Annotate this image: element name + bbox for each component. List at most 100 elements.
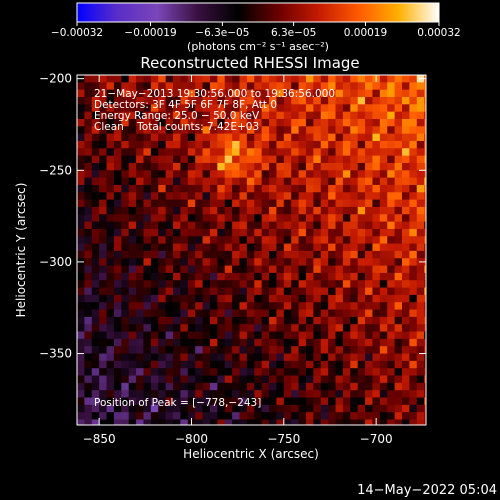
heatmap-cell (416, 404, 425, 413)
heatmap-cell (276, 111, 285, 120)
heatmap-cell (291, 214, 300, 223)
heatmap-cell (298, 412, 307, 421)
heatmap-cell (432, 75, 440, 83)
heatmap-cell (195, 302, 204, 311)
heatmap-cell (209, 170, 218, 179)
heatmap-cell (254, 258, 263, 267)
heatmap-cell (187, 162, 196, 171)
heatmap-cell (180, 419, 189, 425)
heatmap-cell (401, 243, 410, 252)
heatmap-cell (136, 206, 145, 215)
heatmap-cell (77, 133, 85, 142)
heatmap-cell (158, 419, 167, 425)
heatmap-cell (261, 294, 270, 303)
heatmap-cell (432, 390, 440, 398)
heatmap-cell (217, 287, 226, 296)
heatmap-cell (432, 178, 440, 186)
heatmap-cell (106, 206, 115, 215)
heatmap-cell (143, 148, 152, 157)
heatmap-cell (313, 412, 322, 421)
heatmap-cell (276, 184, 285, 193)
heatmap-cell (416, 360, 425, 369)
heatmap-cell (217, 346, 226, 355)
heatmap-cell (365, 390, 374, 399)
heatmap-cell (165, 111, 174, 120)
heatmap-cell (232, 338, 241, 347)
heatmap-cell (416, 368, 425, 377)
heatmap-cell (217, 250, 226, 259)
heatmap-cell (224, 140, 233, 149)
heatmap-cell (217, 280, 226, 289)
heatmap-cell (379, 338, 388, 347)
heatmap-cell (350, 206, 359, 215)
heatmap-cell (387, 221, 396, 230)
heatmap-cell (246, 272, 255, 281)
heatmap-cell (246, 309, 255, 318)
heatmap-cell (128, 206, 137, 215)
heatmap-cell (357, 192, 366, 201)
heatmap-cell (187, 214, 196, 223)
y-axis-label: Heliocentric Y (arcsec) (14, 183, 28, 318)
heatmap-cell (136, 170, 145, 179)
heatmap-cell (350, 316, 359, 325)
heatmap-cell (187, 118, 196, 127)
heatmap-cell (150, 331, 159, 340)
heatmap-cell (224, 375, 233, 384)
heatmap-cell (136, 96, 145, 105)
heatmap-cell (195, 148, 204, 157)
heatmap-cell (401, 104, 410, 113)
heatmap-cell (432, 302, 440, 310)
heatmap-cell (320, 368, 329, 377)
heatmap-cell (209, 177, 218, 186)
heatmap-cell (84, 148, 93, 157)
heatmap-cell (416, 236, 425, 245)
heatmap-cell (432, 251, 440, 259)
heatmap-cell (291, 375, 300, 384)
heatmap-cell (99, 206, 108, 215)
heatmap-cell (195, 265, 204, 274)
heatmap-cell (328, 192, 337, 201)
heatmap-cell (239, 133, 248, 142)
heatmap-cell (269, 140, 278, 149)
heatmap-cell (335, 228, 344, 237)
heatmap-cell (246, 192, 255, 201)
heatmap-cell (99, 221, 108, 230)
heatmap-cell (261, 140, 270, 149)
heatmap-cell (113, 280, 122, 289)
heatmap-cell (291, 338, 300, 347)
heatmap-cell (158, 133, 167, 142)
heatmap-cell (202, 214, 211, 223)
heatmap-cell (202, 199, 211, 208)
heatmap-cell (187, 258, 196, 267)
heatmap-cell (401, 96, 410, 105)
heatmap-cell (232, 294, 241, 303)
heatmap-cell (121, 338, 130, 347)
heatmap-cell (173, 184, 182, 193)
heatmap-cell (99, 243, 108, 252)
heatmap-cell (128, 75, 137, 83)
heatmap-cell (335, 287, 344, 296)
heatmap-cell (77, 199, 85, 208)
heatmap-cell (232, 360, 241, 369)
heatmap-cell (121, 280, 130, 289)
heatmap-cell (394, 404, 403, 413)
heatmap-cell (113, 331, 122, 340)
heatmap-cell (91, 177, 100, 186)
heatmap-cell (328, 294, 337, 303)
heatmap-cell (209, 214, 218, 223)
heatmap-cell (313, 192, 322, 201)
heatmap-cell (401, 228, 410, 237)
heatmap-cell (217, 96, 226, 105)
heatmap-cell (401, 368, 410, 377)
heatmap-cell (136, 412, 145, 421)
heatmap-cell (432, 346, 440, 354)
heatmap-cell (136, 265, 145, 274)
heatmap-cell (91, 199, 100, 208)
heatmap-cell (335, 302, 344, 311)
heatmap-cell (158, 294, 167, 303)
heatmap-cell (77, 368, 85, 377)
heatmap-cell (99, 287, 108, 296)
heatmap-cell (91, 404, 100, 413)
heatmap-cell (372, 177, 381, 186)
heatmap-cell (209, 140, 218, 149)
